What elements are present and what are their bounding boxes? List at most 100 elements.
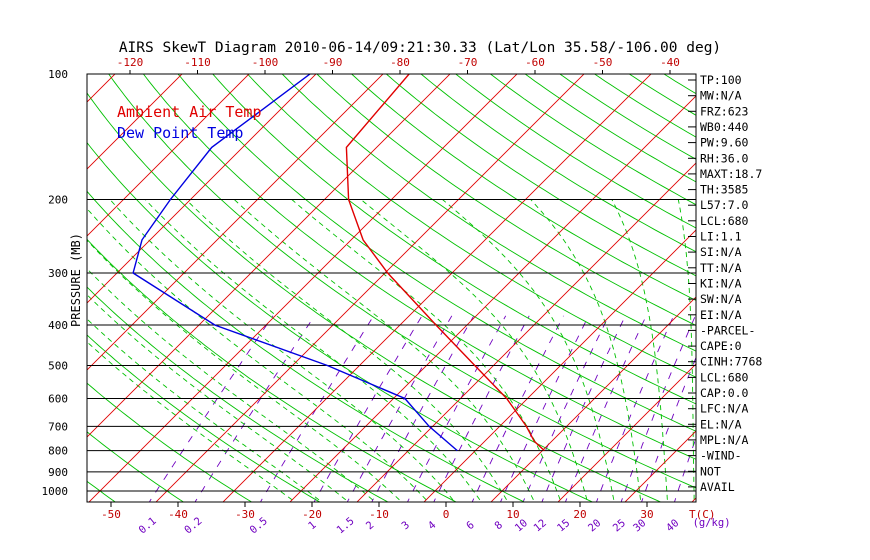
mixing-ratio-line — [674, 436, 696, 502]
moist-adiabat-line — [87, 294, 347, 501]
parameter-item: CAP:0.0 — [700, 386, 749, 400]
moist-adiabat-line — [87, 268, 373, 501]
bottom-tick-label: 0 — [443, 508, 450, 521]
isotherm-line — [356, 162, 696, 502]
y-axis-label: PRESSURE (MB) — [69, 233, 83, 327]
parameter-item: FRZ:623 — [700, 104, 749, 118]
dry-adiabat-line — [420, 74, 696, 253]
bottom-tick-label: -40 — [168, 508, 188, 521]
chart-title: AIRS SkewT Diagram 2010-06-14/09:21:30.3… — [119, 40, 721, 56]
mixing-ratio-line — [522, 315, 610, 502]
isotherm-line — [222, 74, 652, 502]
legend: Ambient Air Temp Dew Point Temp — [117, 103, 262, 142]
moist-adiabat-line — [530, 199, 642, 500]
mixing-ratio-line — [433, 315, 530, 502]
moist-adiabat-line — [144, 199, 481, 501]
moist-adiabat-line — [109, 199, 454, 501]
top-tick-label: -70 — [458, 56, 478, 69]
dry-adiabat-line — [350, 74, 696, 301]
pressure-axis: 100 200 300 400 500 600 700 800 900 1000 — [42, 68, 69, 498]
parameter-item: TH:3585 — [700, 183, 748, 197]
mixing-ratio-label: 12 — [531, 517, 548, 534]
mixing-ratio-label: 0.1 — [137, 515, 159, 536]
bottom-tick-label: 20 — [573, 508, 586, 521]
parameter-item: KI:N/A — [700, 277, 742, 291]
moist-adiabat-line — [87, 239, 400, 501]
top-tick-label: -110 — [184, 56, 211, 69]
bottom-tick-label: -30 — [235, 508, 255, 521]
mixing-ratio-label: 8 — [492, 519, 505, 532]
parameter-item: EI:N/A — [700, 308, 742, 322]
moist-adiabat-line — [611, 199, 668, 500]
mixing-ratio-line — [500, 315, 590, 502]
parameter-item: TT:N/A — [700, 261, 742, 275]
isotherm-line — [0, 65, 57, 505]
isotherms — [0, 65, 696, 505]
mixing-ratio-label: 4 — [426, 519, 439, 532]
isotherm-line — [423, 229, 696, 502]
mixing-ratio-label: 6 — [464, 519, 477, 532]
mixing-ratio-lines — [148, 315, 696, 502]
pressure-tick-label: 900 — [48, 466, 68, 479]
pressure-tick-label: 500 — [48, 360, 68, 373]
top-tick-label: -90 — [323, 56, 343, 69]
dry-adiabat-line — [593, 74, 696, 138]
moist-adiabat-line — [185, 199, 507, 501]
parameter-item: SI:N/A — [700, 245, 742, 259]
bottom-temperature-scale: -50 -40 -30 -20 -10 0 10 20 30 T(C) — [101, 502, 716, 521]
moist-adiabat-line — [87, 341, 293, 501]
parameter-item: -PARCEL- — [700, 323, 755, 337]
bottom-temp-unit: T(C) — [689, 508, 716, 521]
mixing-ratio-label: 40 — [664, 517, 681, 534]
parameter-item: LFC:N/A — [700, 402, 749, 416]
pressure-tick-label: 100 — [48, 68, 68, 81]
mixing-ratio-line — [194, 315, 315, 502]
moist-adiabat-line — [87, 208, 427, 501]
dry-adiabat-line — [87, 480, 116, 502]
top-temperature-scale: -120 -110 -100 -90 -80 -70 -60 -50 -40 — [117, 56, 680, 74]
mixing-ratio-line — [148, 315, 274, 502]
parameter-item: CINH:7768 — [700, 355, 762, 369]
mixing-ratio-line — [471, 315, 564, 502]
mixing-ratio-line — [313, 315, 423, 502]
dry-adiabat-line — [385, 74, 696, 277]
parameter-item: L57:7.0 — [700, 198, 749, 212]
dry-adiabat-line — [87, 92, 662, 502]
legend-entry-dew-point: Dew Point Temp — [117, 124, 243, 142]
pressure-tick-label: 200 — [48, 194, 68, 207]
isotherm-line — [490, 296, 696, 502]
mixing-ratio-line — [406, 315, 507, 502]
parameter-item: EL:N/A — [700, 417, 742, 431]
mixing-ratio-label: 1.5 — [334, 515, 356, 536]
mixing-ratio-label: 3 — [399, 519, 412, 532]
dry-adiabat-line — [87, 334, 321, 502]
dry-adiabat-line — [454, 74, 696, 229]
mixing-ratio-label: 25 — [611, 517, 628, 534]
pressure-tick-label: 400 — [48, 319, 68, 332]
isotherm-line — [87, 74, 384, 371]
dew-point-temp-line — [132, 74, 458, 452]
dry-adiabat-line — [87, 286, 389, 502]
isotherm-line — [624, 430, 696, 502]
mixing-ratio-line — [564, 315, 647, 502]
bottom-tick-label: -20 — [302, 508, 322, 521]
pressure-tick-label: 1000 — [42, 485, 69, 498]
moist-adiabat-line — [442, 199, 615, 500]
dry-adiabat-line — [212, 74, 696, 405]
parameter-item: AVAIL — [700, 480, 735, 494]
mixing-ratio-label: 1 — [306, 519, 319, 532]
bottom-tick-label: -50 — [101, 508, 121, 521]
top-tick-label: -100 — [252, 56, 279, 69]
mixing-ratio-line — [641, 356, 696, 502]
parameter-item: LI:1.1 — [700, 230, 742, 244]
dry-adiabats — [0, 65, 696, 505]
plot-frame — [86, 73, 697, 503]
parameter-item: TP:100 — [700, 73, 742, 87]
dry-adiabat-line — [0, 65, 51, 505]
dry-adiabat-line — [87, 141, 594, 502]
top-tick-label: -60 — [525, 56, 545, 69]
mixing-ratio-unit: (g/kg) — [693, 517, 731, 529]
sounding-profiles — [132, 74, 545, 452]
dry-adiabat-line — [87, 238, 458, 502]
dry-adiabat-line — [489, 74, 696, 206]
